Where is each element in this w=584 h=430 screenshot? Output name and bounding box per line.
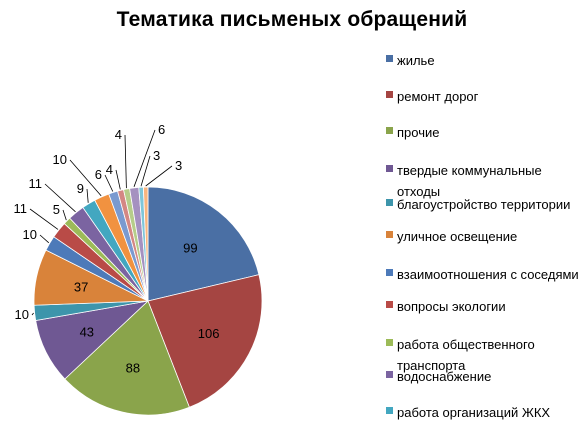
legend-label: взаимоотношения с соседями <box>397 267 579 282</box>
slice-value-label: 88 <box>126 361 140 376</box>
legend-label: жилье <box>397 53 435 68</box>
leader-line <box>62 209 67 221</box>
legend-swatch <box>386 55 393 62</box>
legend-label: прочие <box>397 125 440 140</box>
slice-value-label: 6 <box>158 122 165 137</box>
leader-line <box>140 155 151 187</box>
legend-swatch <box>386 339 393 346</box>
leader-line <box>69 159 102 197</box>
legend-swatch <box>386 407 393 414</box>
slice-value-label: 37 <box>74 280 88 295</box>
slice-value-label: 43 <box>80 325 94 340</box>
pie-slice <box>147 186 260 302</box>
legend-swatch <box>386 127 393 134</box>
legend-label: ремонт дорог <box>397 89 479 104</box>
leader-line <box>29 208 59 230</box>
legend-swatch <box>386 199 393 206</box>
slice-value-label: 11 <box>29 176 43 191</box>
leader-line <box>133 129 156 187</box>
slice-value-label: 3 <box>175 158 182 173</box>
legend-swatch <box>386 269 393 276</box>
slice-value-label: 4 <box>115 127 122 142</box>
legend-label: уличное освещение <box>397 229 518 244</box>
legend-label: водоснабжение <box>397 369 492 384</box>
legend-swatch <box>386 301 393 308</box>
legend-label: вопросы экологии <box>397 299 506 314</box>
leader-line <box>104 174 114 192</box>
slice-value-label: 5 <box>53 202 60 217</box>
slice-value-label: 3 <box>153 148 160 163</box>
leader-line <box>44 183 76 213</box>
legend-label: работа общественного транспорта <box>397 337 535 373</box>
slice-value-label: 11 <box>14 201 28 216</box>
slice-value-label: 10 <box>53 152 67 167</box>
slice-value-label: 9 <box>77 181 84 196</box>
slice-value-label: 10 <box>15 307 29 322</box>
chart-title: Тематика письменых обращений <box>116 8 468 31</box>
slice-value-label: 6 <box>95 167 102 182</box>
legend-swatch <box>386 371 393 378</box>
slice-value-label: 106 <box>198 326 220 341</box>
leader-line <box>145 165 173 187</box>
pie-slice <box>64 300 190 416</box>
legend-label: твердые коммунальные отходы <box>397 163 542 199</box>
pie-slice <box>142 186 149 302</box>
legend-swatch <box>386 165 393 172</box>
legend-label: работа организаций ЖКХ <box>397 405 551 420</box>
legend-swatch <box>386 231 393 238</box>
slice-value-label: 99 <box>183 240 197 255</box>
leader-line <box>124 134 127 189</box>
slice-value-label: 10 <box>23 227 37 242</box>
slice-value-label: 4 <box>106 162 113 177</box>
leader-line <box>39 234 50 244</box>
leader-line <box>31 312 34 316</box>
legend-label: благоустройство территории <box>397 197 571 212</box>
leader-line <box>115 169 121 190</box>
legend-swatch <box>386 91 393 98</box>
leader-line <box>86 188 89 203</box>
